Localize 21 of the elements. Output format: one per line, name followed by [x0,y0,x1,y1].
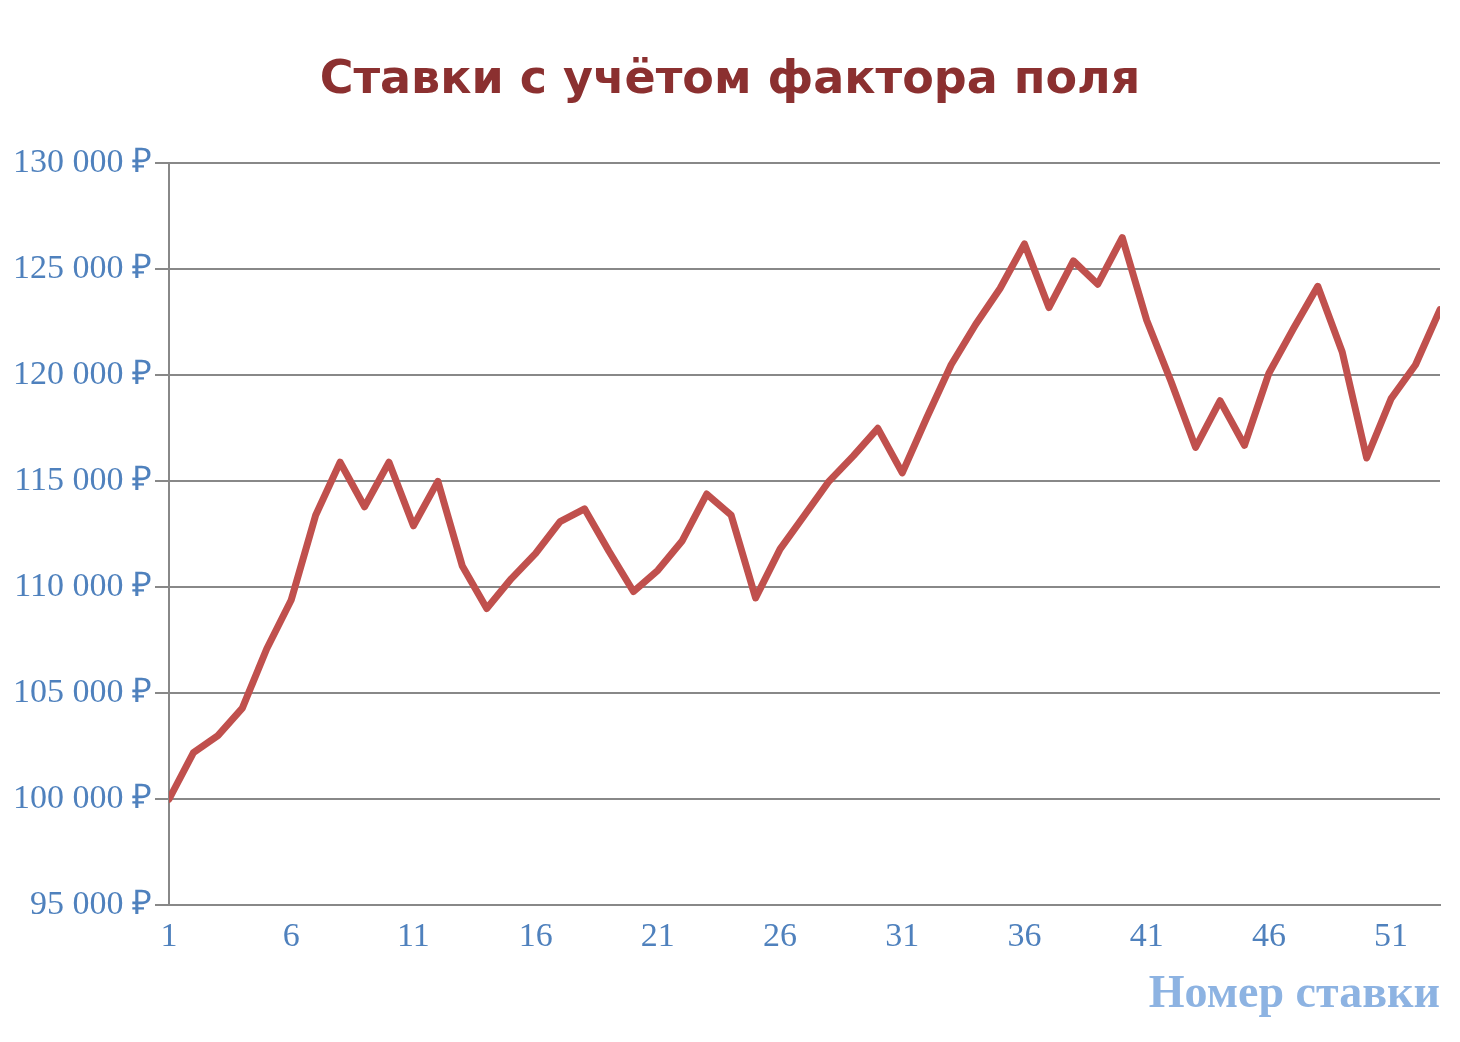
x-tick-label: 51 [1374,915,1409,953]
y-tick-label: 120 000 ₽ [13,354,152,392]
y-tick-label: 110 000 ₽ [14,566,152,604]
y-tick-label: 130 000 ₽ [13,142,152,180]
x-tick-label: 21 [640,915,675,953]
x-tick-label: 36 [1007,915,1042,953]
y-tick-label: 95 000 ₽ [30,884,152,922]
x-tick-label: 26 [763,915,798,953]
y-tick-label: 125 000 ₽ [13,248,152,286]
x-tick-label: 31 [885,915,920,953]
x-axis-title: Номер ставки [1148,965,1440,1018]
chart-title: Ставки с учётом фактора поля [318,50,1142,104]
y-tick-label: 105 000 ₽ [13,672,152,710]
x-tick-label: 16 [518,915,553,953]
x-tick-label: 11 [397,915,430,953]
y-tick-label: 115 000 ₽ [14,460,152,498]
x-tick-label: 41 [1129,915,1164,953]
x-tick-label: 1 [160,915,178,953]
x-tick-label: 6 [282,915,300,953]
x-tick-label: 46 [1251,915,1286,953]
y-tick-label: 100 000 ₽ [13,778,152,816]
